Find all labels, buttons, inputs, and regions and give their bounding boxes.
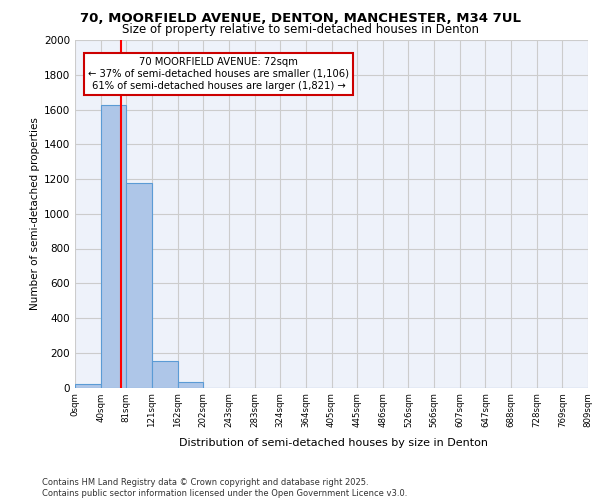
Text: Distribution of semi-detached houses by size in Denton: Distribution of semi-detached houses by … <box>179 438 488 448</box>
Bar <box>127 184 152 388</box>
Bar <box>101 105 127 388</box>
Text: Contains HM Land Registry data © Crown copyright and database right 2025.
Contai: Contains HM Land Registry data © Crown c… <box>42 478 407 498</box>
Y-axis label: Number of semi-detached properties: Number of semi-detached properties <box>30 118 40 310</box>
Text: 70 MOORFIELD AVENUE: 72sqm
← 37% of semi-detached houses are smaller (1,106)
61%: 70 MOORFIELD AVENUE: 72sqm ← 37% of semi… <box>88 58 349 90</box>
Bar <box>152 362 178 388</box>
Text: Size of property relative to semi-detached houses in Denton: Size of property relative to semi-detach… <box>121 22 479 36</box>
Text: 70, MOORFIELD AVENUE, DENTON, MANCHESTER, M34 7UL: 70, MOORFIELD AVENUE, DENTON, MANCHESTER… <box>79 12 521 26</box>
Bar <box>75 384 101 388</box>
Bar <box>178 382 203 388</box>
